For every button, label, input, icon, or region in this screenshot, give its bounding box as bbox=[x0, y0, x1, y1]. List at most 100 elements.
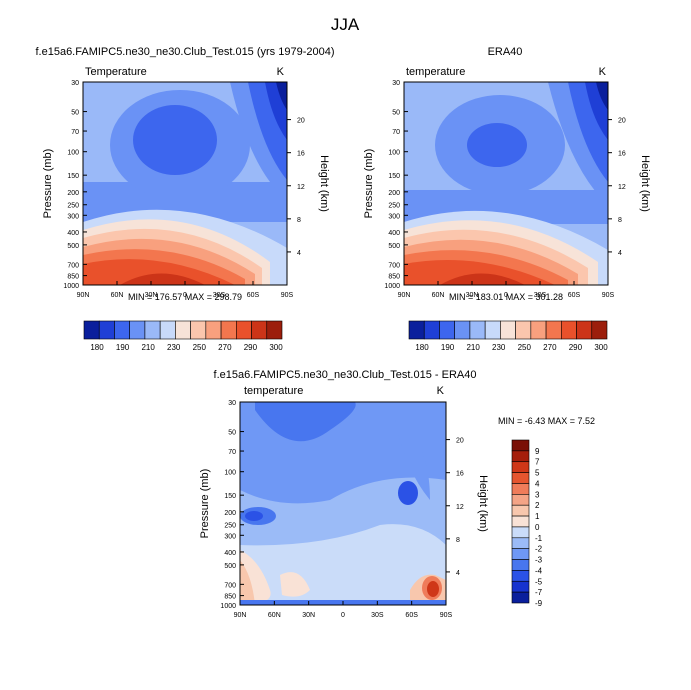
colorbar-label: -7 bbox=[535, 588, 543, 597]
colorbar-label: -2 bbox=[535, 545, 543, 554]
latitude-tick-label: 0 bbox=[341, 612, 345, 619]
colorbar-label: 290 bbox=[244, 343, 258, 352]
panel-3-axes: 30 50 70 100 150 200 250 300 400 500 700 850 1000 20 1… bbox=[199, 400, 489, 619]
colorbar-label: 230 bbox=[167, 343, 181, 352]
panel-1-left-label: Temperature bbox=[85, 66, 147, 78]
height-tick-label: 4 bbox=[618, 250, 622, 257]
colorbar-swatch bbox=[511, 461, 530, 473]
latitude-tick-label: 60N bbox=[111, 292, 124, 299]
colorbar-swatch bbox=[511, 450, 530, 463]
colorbar-model: 180 190 210 230 250 270 290 300 bbox=[83, 320, 283, 352]
colorbar-swatch bbox=[423, 320, 440, 340]
colorbar-label: 2 bbox=[535, 501, 540, 510]
height-tick-label: 12 bbox=[456, 504, 464, 511]
panel-2-heatmap bbox=[403, 81, 609, 286]
pressure-tick-label: 30 bbox=[71, 80, 79, 87]
panel-2-title: ERA40 bbox=[488, 46, 523, 58]
colorbar-swatch bbox=[159, 320, 176, 340]
colorbar-label: 230 bbox=[492, 343, 506, 352]
colorbar-swatch bbox=[83, 320, 100, 340]
pressure-tick-label: 30 bbox=[392, 80, 400, 87]
pressure-tick-label: 1000 bbox=[63, 283, 79, 290]
latitude-tick-label: 30S bbox=[534, 292, 547, 299]
colorbar-difference: 9 7 54 3 2 1 0 -1 -2 -3-4 -5 -7 -9 bbox=[511, 439, 543, 608]
colorbar-swatch bbox=[98, 320, 115, 340]
colorbar-label: 190 bbox=[116, 343, 130, 352]
colorbar-label: 270 bbox=[218, 343, 232, 352]
pressure-tick-label: 100 bbox=[224, 470, 236, 477]
colorbar-label: 180 bbox=[415, 343, 429, 352]
pressure-tick-label: 700 bbox=[67, 262, 79, 269]
colorbar-label: 270 bbox=[543, 343, 557, 352]
height-tick-label: 4 bbox=[297, 250, 301, 257]
panel-3-left-label: temperature bbox=[244, 385, 303, 397]
colorbar-label: 210 bbox=[141, 343, 155, 352]
pressure-tick-label: 300 bbox=[224, 533, 236, 540]
panel-model: f.e15a6.FAMIPC5.ne30_ne30.Club_Test.015 … bbox=[35, 46, 334, 302]
panel-3-unit-label: K bbox=[437, 385, 445, 397]
height-tick-label: 16 bbox=[618, 151, 626, 158]
colorbar-label: 180 bbox=[90, 343, 104, 352]
colorbar-swatch bbox=[511, 504, 530, 517]
colorbar-swatch bbox=[511, 515, 530, 528]
colorbar-swatch bbox=[530, 320, 547, 340]
pressure-tick-label: 500 bbox=[67, 243, 79, 250]
colorbar-swatch bbox=[511, 559, 530, 571]
colorbar-swatch bbox=[129, 320, 146, 340]
colorbar-label: -4 bbox=[535, 566, 543, 575]
colorbar-swatch bbox=[511, 483, 530, 495]
colorbar-swatch bbox=[205, 320, 222, 340]
colorbar-swatch bbox=[515, 320, 532, 340]
pressure-tick-label: 400 bbox=[224, 550, 236, 557]
latitude-tick-label: 30N bbox=[466, 292, 479, 299]
panel-min-max: MIN = 183.01 MAX = 301.28 bbox=[449, 292, 563, 302]
colorbar-swatch bbox=[561, 320, 577, 340]
height-tick-label: 20 bbox=[297, 118, 305, 125]
pressure-tick-label: 700 bbox=[388, 262, 400, 269]
colorbar-swatch bbox=[220, 320, 237, 340]
colorbar-swatch bbox=[454, 320, 471, 340]
colorbar-swatch bbox=[591, 320, 608, 340]
pressure-tick-label: 50 bbox=[228, 430, 236, 437]
latitude-tick-label: 60N bbox=[432, 292, 445, 299]
pressure-tick-label: 300 bbox=[67, 213, 79, 220]
latitude-tick-label: 90S bbox=[440, 612, 453, 619]
colorbar-swatch bbox=[175, 320, 191, 340]
colorbar-label: 290 bbox=[569, 343, 583, 352]
latitude-tick-label: 60S bbox=[405, 612, 418, 619]
pressure-axis-label: Pressure (mb) bbox=[42, 149, 54, 219]
pressure-tick-label: 150 bbox=[388, 173, 400, 180]
height-axis-label: Height (km) bbox=[639, 155, 651, 212]
panel-1-axes: 30 50 70 100 150 200 250 300 400 500 700 850 1000 20 1… bbox=[42, 80, 330, 302]
colorbar-label: 250 bbox=[193, 343, 207, 352]
colorbar-swatch bbox=[251, 320, 268, 340]
pressure-tick-label: 500 bbox=[388, 243, 400, 250]
latitude-tick-label: 30S bbox=[371, 612, 384, 619]
colorbar-swatch bbox=[511, 548, 530, 560]
panel-3-min-max: MIN = -6.43 MAX = 7.52 bbox=[498, 416, 595, 426]
colorbar-swatch bbox=[144, 320, 161, 340]
colorbar-label: 210 bbox=[466, 343, 480, 352]
pressure-tick-label: 150 bbox=[224, 493, 236, 500]
pressure-tick-label: 70 bbox=[71, 129, 79, 136]
colorbar-swatch bbox=[576, 320, 593, 340]
colorbar-swatch bbox=[511, 537, 530, 549]
pressure-tick-label: 850 bbox=[388, 274, 400, 281]
colorbar-swatch bbox=[511, 472, 530, 484]
height-tick-label: 12 bbox=[297, 184, 305, 191]
pressure-tick-label: 400 bbox=[67, 230, 79, 237]
panel-1-heatmap bbox=[82, 81, 288, 286]
colorbar-swatch bbox=[511, 526, 530, 539]
pressure-tick-label: 1000 bbox=[384, 283, 400, 290]
latitude-tick-label: 0 bbox=[183, 292, 187, 299]
colorbar-swatch bbox=[439, 320, 455, 340]
colorbar-swatch bbox=[500, 320, 516, 340]
latitude-tick-label: 60N bbox=[268, 612, 281, 619]
height-axis-label: Height (km) bbox=[318, 155, 330, 212]
latitude-tick-label: 90N bbox=[398, 292, 411, 299]
pressure-tick-label: 200 bbox=[388, 190, 400, 197]
latitude-tick-label: 90N bbox=[77, 292, 90, 299]
colorbar-era40: 180 190 210 230 250 270 290 300 bbox=[408, 320, 608, 352]
pressure-tick-label: 30 bbox=[228, 400, 236, 407]
